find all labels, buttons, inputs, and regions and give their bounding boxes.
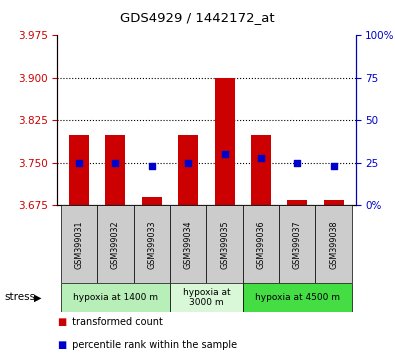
Text: hypoxia at 4500 m: hypoxia at 4500 m [255, 293, 340, 302]
Text: ■: ■ [57, 317, 66, 327]
Bar [243, 283, 352, 312]
Text: GSM399034: GSM399034 [184, 220, 193, 269]
Text: GSM399033: GSM399033 [147, 220, 156, 269]
Text: ▶: ▶ [34, 292, 41, 302]
Text: stress: stress [4, 292, 35, 302]
Text: GSM399032: GSM399032 [111, 220, 120, 269]
Bar [214, 78, 235, 205]
Text: percentile rank within the sample: percentile rank within the sample [69, 340, 237, 350]
Bar [251, 135, 271, 205]
Point [222, 152, 228, 157]
Point [258, 155, 264, 161]
Text: GSM399038: GSM399038 [329, 220, 338, 269]
Point [76, 160, 82, 166]
Point [331, 164, 337, 169]
Bar [61, 205, 97, 283]
Text: hypoxia at
3000 m: hypoxia at 3000 m [182, 288, 230, 307]
Text: ■: ■ [57, 340, 66, 350]
Bar [97, 205, 134, 283]
Bar [105, 135, 126, 205]
Bar [142, 197, 162, 205]
Text: GDS4929 / 1442172_at: GDS4929 / 1442172_at [120, 11, 275, 24]
Text: GSM399035: GSM399035 [220, 220, 229, 269]
Bar [134, 205, 170, 283]
Point [294, 160, 301, 166]
Bar [316, 205, 352, 283]
Bar [69, 135, 89, 205]
Point [112, 160, 118, 166]
Bar [178, 135, 198, 205]
Point [149, 164, 155, 169]
Text: GSM399036: GSM399036 [256, 220, 265, 269]
Bar [279, 205, 316, 283]
Point [185, 160, 191, 166]
Bar [170, 283, 243, 312]
Text: GSM399037: GSM399037 [293, 220, 302, 269]
Text: hypoxia at 1400 m: hypoxia at 1400 m [73, 293, 158, 302]
Bar [324, 200, 344, 205]
Bar [207, 205, 243, 283]
Text: GSM399031: GSM399031 [75, 220, 84, 269]
Bar [243, 205, 279, 283]
Bar [287, 200, 307, 205]
Bar [170, 205, 207, 283]
Text: transformed count: transformed count [69, 317, 163, 327]
Bar [61, 283, 170, 312]
